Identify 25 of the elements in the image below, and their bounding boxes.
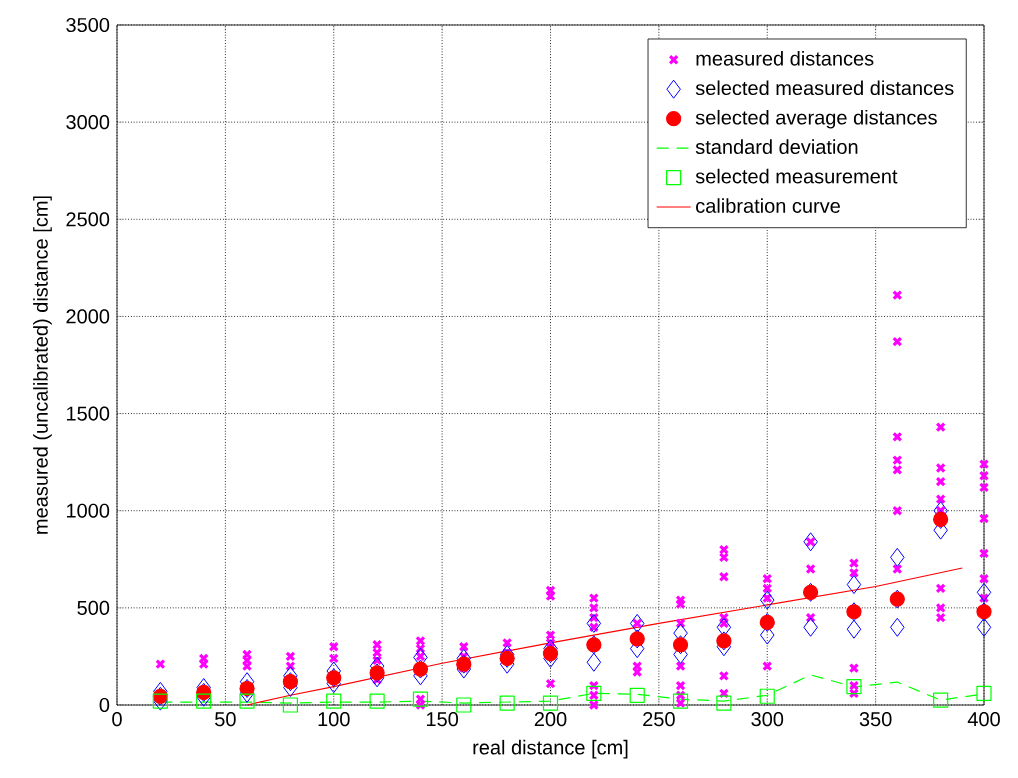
y-tick-label: 3500 xyxy=(66,17,110,33)
x-tick-label: 100 xyxy=(318,712,350,727)
legend-label: standard deviation xyxy=(695,139,858,155)
y-tick-label: 2000 xyxy=(66,309,110,324)
x-tick-label: 300 xyxy=(751,712,784,727)
y-tick-label: 2500 xyxy=(66,212,110,227)
x-tick-label: 0 xyxy=(112,712,122,727)
x-tick-label: 250 xyxy=(643,712,675,727)
legend-label: calibration curve xyxy=(696,198,840,213)
x-axis-title: real distance [cm] xyxy=(473,739,628,759)
y-tick-label: 0 xyxy=(99,697,110,713)
legend-label: selected measured distances xyxy=(695,80,954,96)
y-tick-label: 1000 xyxy=(67,503,110,518)
x-tick-label: 400 xyxy=(967,712,1000,727)
x-tick-label: 50 xyxy=(215,712,236,727)
y-tick-label: 3000 xyxy=(66,115,110,130)
x-tick-label: 200 xyxy=(534,712,567,727)
legend-label: measured distances xyxy=(696,50,874,66)
y-tick-label: 500 xyxy=(77,600,110,615)
y-tick-label: 1500 xyxy=(67,406,110,421)
legend-label: selected average distances xyxy=(695,109,937,129)
x-tick-label: 150 xyxy=(426,712,459,727)
x-tick-label: 350 xyxy=(859,712,892,727)
legend-label: selected measurement xyxy=(695,168,898,184)
y-axis-title: measured (uncalibrated) distance [cm] xyxy=(33,196,52,534)
